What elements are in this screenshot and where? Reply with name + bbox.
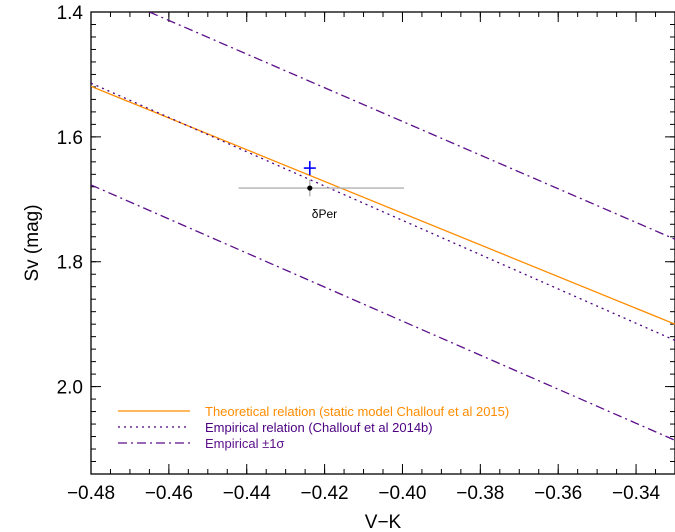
x-axis-label: V−K	[365, 512, 402, 532]
x-tick-label: −0.38	[456, 483, 504, 504]
series-line-0	[91, 85, 675, 325]
x-tick-label: −0.46	[145, 483, 193, 504]
y-tick-label: 1.4	[57, 3, 84, 24]
x-tick-label: −0.40	[378, 483, 426, 504]
y-axis-label: Sv (mag)	[22, 204, 43, 281]
legend-label-1: Empirical relation (Challouf et al 2014b…	[205, 420, 433, 435]
series-line-2	[149, 12, 675, 240]
legend-label-0: Theoretical relation (static model Chall…	[205, 404, 509, 419]
legend-label-2: Empirical ±1σ	[205, 436, 284, 451]
series-line-1	[91, 82, 675, 341]
x-tick-label: −0.36	[534, 483, 582, 504]
legend: Theoretical relation (static model Chall…	[118, 404, 509, 451]
data-point	[307, 185, 313, 191]
y-tick-label: 1.6	[57, 128, 83, 149]
x-tick-label: −0.48	[67, 483, 115, 504]
series-line-3	[91, 184, 675, 441]
x-tick-label: −0.42	[301, 483, 349, 504]
x-tick-label: −0.34	[612, 483, 661, 504]
y-tick-label: 1.8	[57, 253, 83, 274]
point-label: δPer	[312, 207, 337, 221]
x-tick-label: −0.44	[223, 483, 272, 504]
plus-marker	[303, 161, 316, 176]
series-layer	[91, 12, 675, 441]
tick-labels: −0.48 −0.46 −0.44 −0.42 −0.40 −0.38 −0.36 −0.34…	[57, 3, 661, 504]
y-tick-label: 2.0	[57, 378, 83, 399]
ticks	[90, 11, 675, 475]
points-layer: δPer	[238, 161, 404, 221]
